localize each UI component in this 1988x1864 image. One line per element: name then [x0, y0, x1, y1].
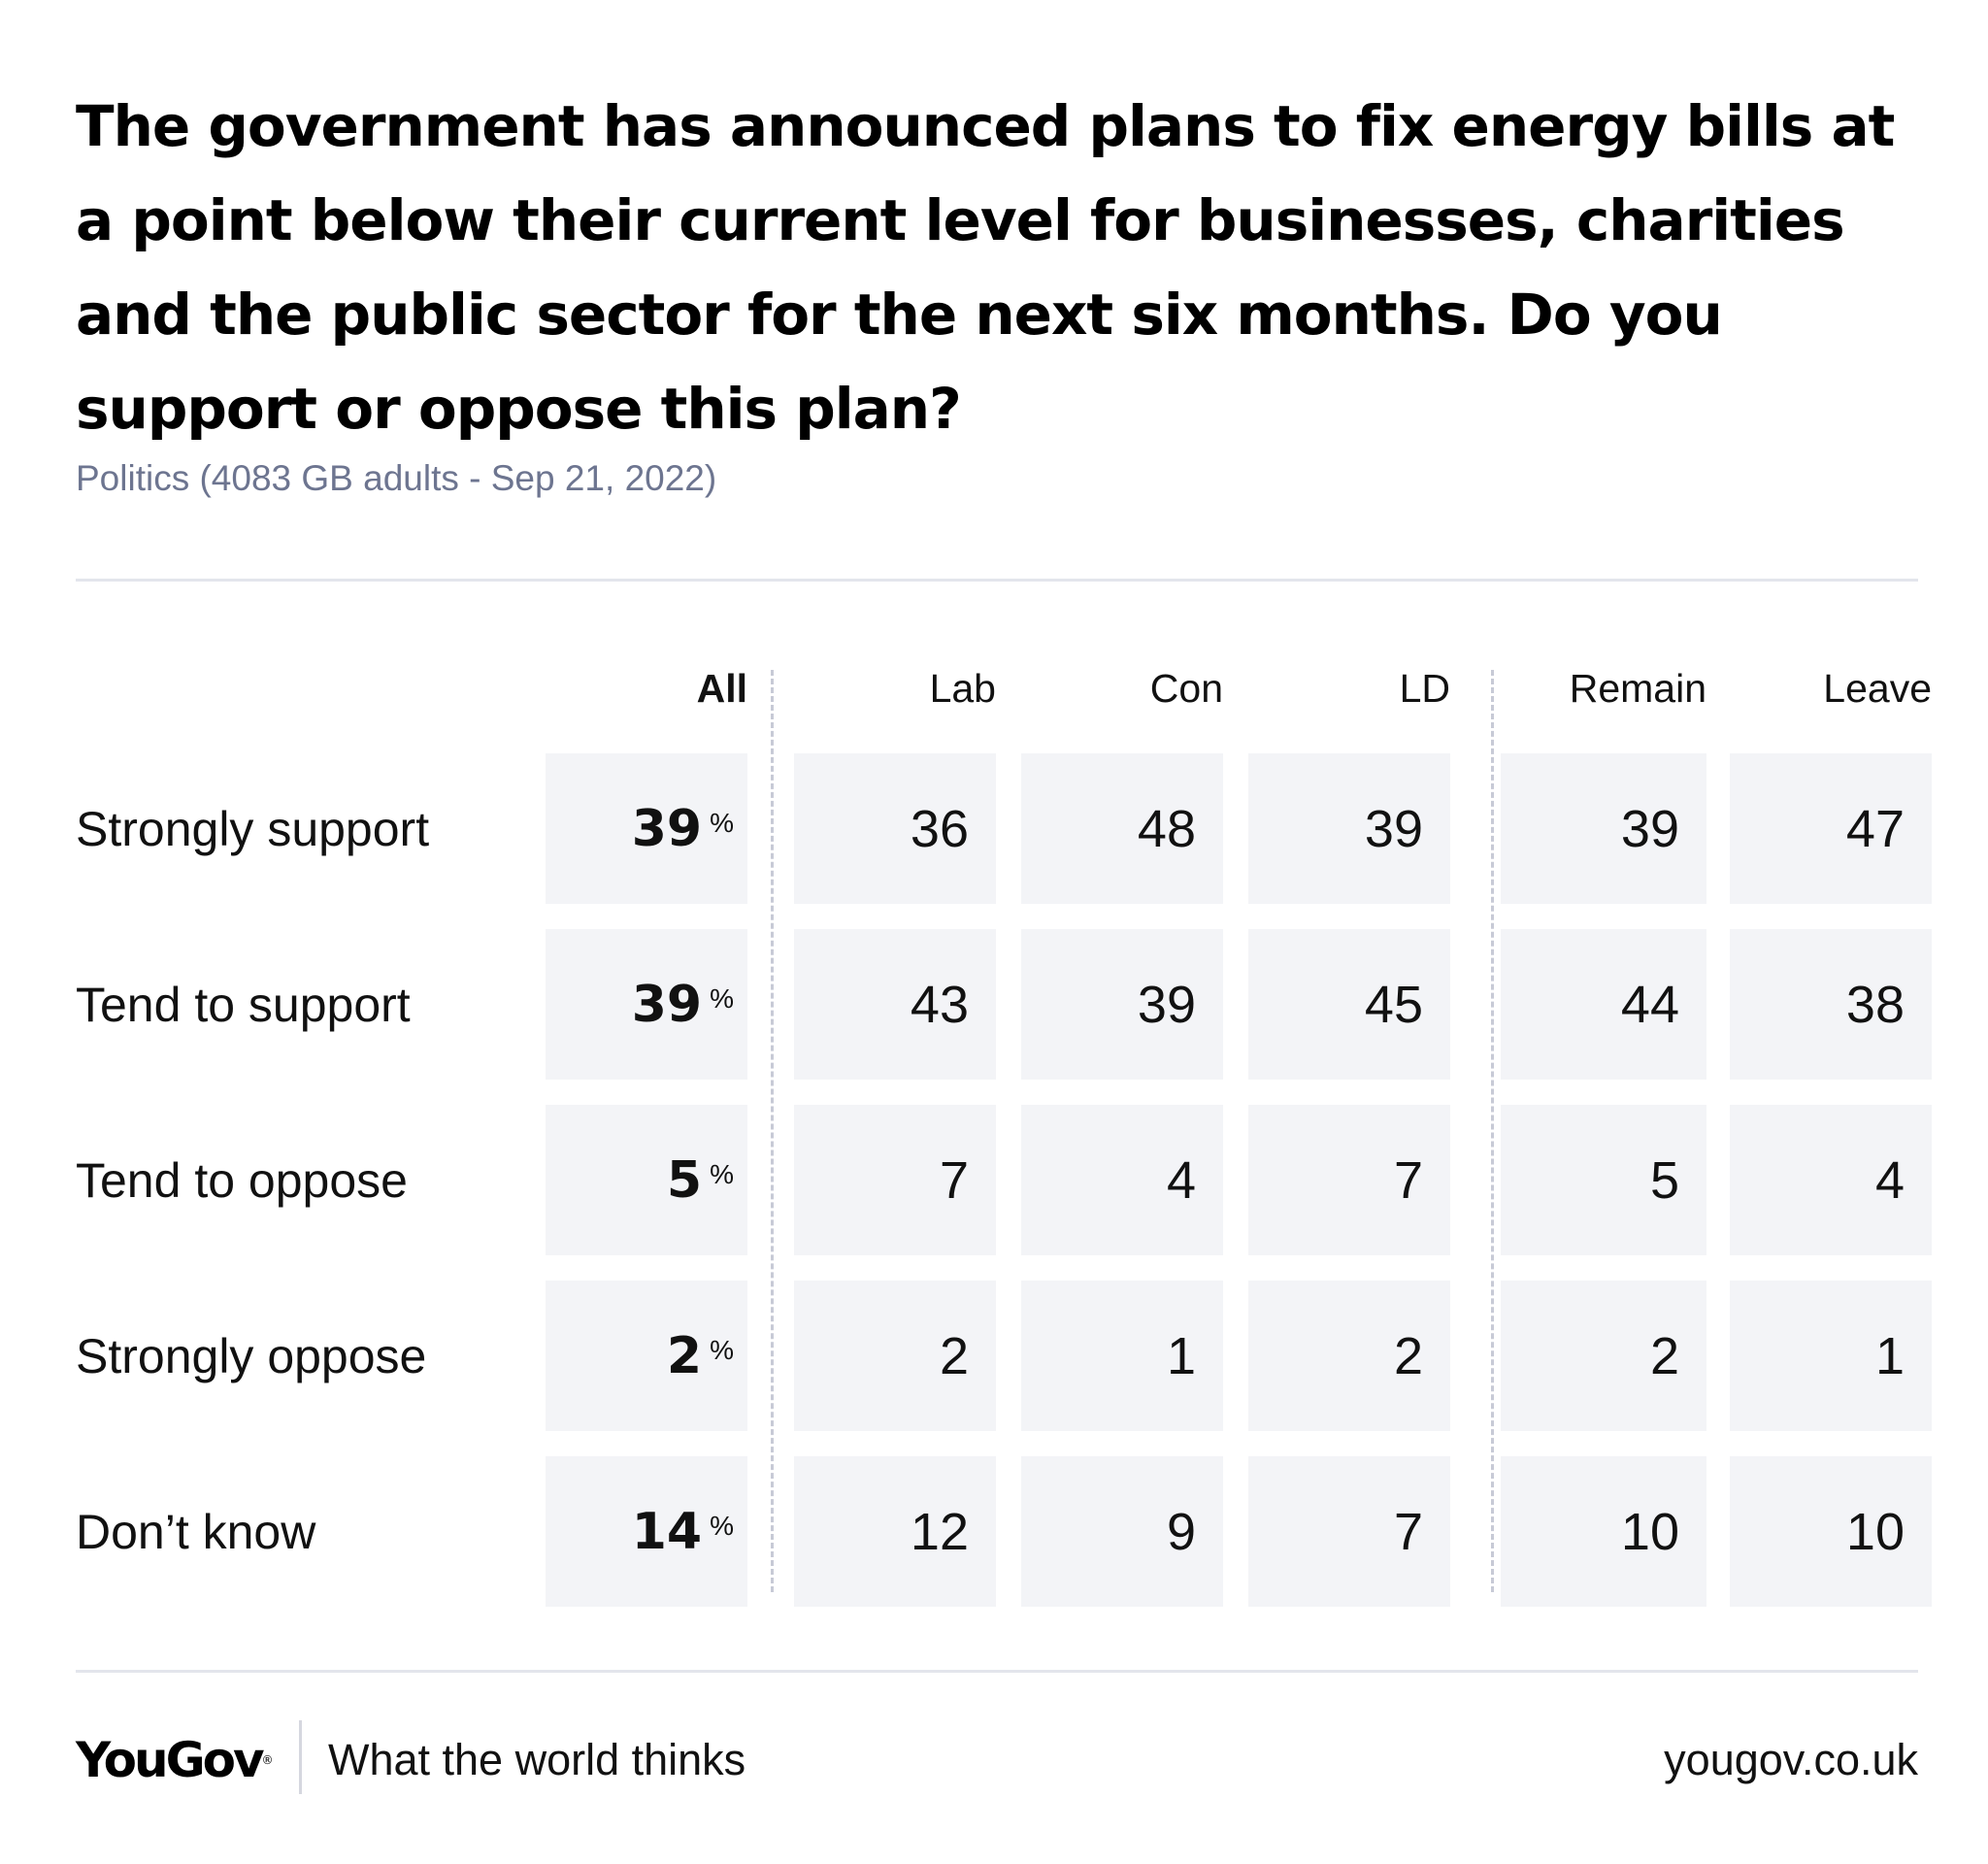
column-header-leave: Leave	[1823, 666, 1932, 711]
row-label: Don’t know	[76, 1504, 316, 1559]
row-label: Tend to oppose	[76, 1152, 408, 1208]
cell-all: 2%	[546, 1281, 747, 1431]
cell-lab: 43	[794, 929, 996, 1080]
cell-value: 2	[666, 1326, 703, 1385]
cell-lab: 12	[794, 1456, 996, 1607]
cell-remain: 39	[1501, 753, 1706, 904]
percent-sign: %	[710, 983, 734, 1014]
cell-all: 14%	[546, 1456, 747, 1607]
cell-ld: 45	[1248, 929, 1450, 1080]
cell-leave: 1	[1730, 1281, 1932, 1431]
cell-con: 39	[1021, 929, 1223, 1080]
cell-con: 4	[1021, 1105, 1223, 1255]
bottom-divider	[76, 1670, 1918, 1673]
column-header-ld: LD	[1399, 666, 1450, 711]
cell-value: 14	[631, 1502, 703, 1561]
column-header-remain: Remain	[1569, 666, 1706, 711]
cell-leave: 4	[1730, 1105, 1932, 1255]
cell-ld: 7	[1248, 1105, 1450, 1255]
top-divider	[76, 579, 1918, 582]
cell-value: 39	[631, 799, 703, 858]
cell-all: 39%	[546, 929, 747, 1080]
footer-tagline: What the world thinks	[328, 1735, 746, 1784]
cell-remain: 10	[1501, 1456, 1706, 1607]
percent-sign: %	[710, 1335, 734, 1365]
cell-ld: 2	[1248, 1281, 1450, 1431]
percent-sign: %	[710, 1511, 734, 1541]
all-party-divider	[771, 670, 774, 1592]
cell-lab: 7	[794, 1105, 996, 1255]
cell-con: 48	[1021, 753, 1223, 904]
row-label: Tend to support	[76, 977, 411, 1032]
cell-value: 39	[631, 975, 703, 1034]
cell-con: 1	[1021, 1281, 1223, 1431]
footer-url: yougov.co.uk	[1664, 1735, 1918, 1784]
percent-sign: %	[710, 808, 734, 838]
party-brexit-divider	[1491, 670, 1494, 1592]
cell-leave: 47	[1730, 753, 1932, 904]
cell-remain: 5	[1501, 1105, 1706, 1255]
chart-title: The government has announced plans to fi…	[76, 93, 1895, 442]
yougov-logo: YouGov®	[76, 1732, 274, 1788]
cell-lab: 2	[794, 1281, 996, 1431]
percent-sign: %	[710, 1159, 734, 1189]
cell-lab: 36	[794, 753, 996, 904]
cell-remain: 2	[1501, 1281, 1706, 1431]
cell-leave: 38	[1730, 929, 1932, 1080]
row-label: Strongly support	[76, 801, 430, 856]
cell-value: 5	[666, 1150, 703, 1210]
column-header-all: All	[696, 666, 747, 711]
cell-ld: 39	[1248, 753, 1450, 904]
footer-separator	[299, 1720, 302, 1794]
cell-ld: 7	[1248, 1456, 1450, 1607]
cell-leave: 10	[1730, 1456, 1932, 1607]
cell-con: 9	[1021, 1456, 1223, 1607]
column-header-con: Con	[1149, 666, 1223, 711]
column-header-lab: Lab	[929, 666, 996, 711]
chart-subtitle: Politics (4083 GB adults - Sep 21, 2022)	[76, 458, 717, 498]
cell-all: 39%	[546, 753, 747, 904]
row-label: Strongly oppose	[76, 1328, 427, 1383]
cell-remain: 44	[1501, 929, 1706, 1080]
cell-all: 5%	[546, 1105, 747, 1255]
